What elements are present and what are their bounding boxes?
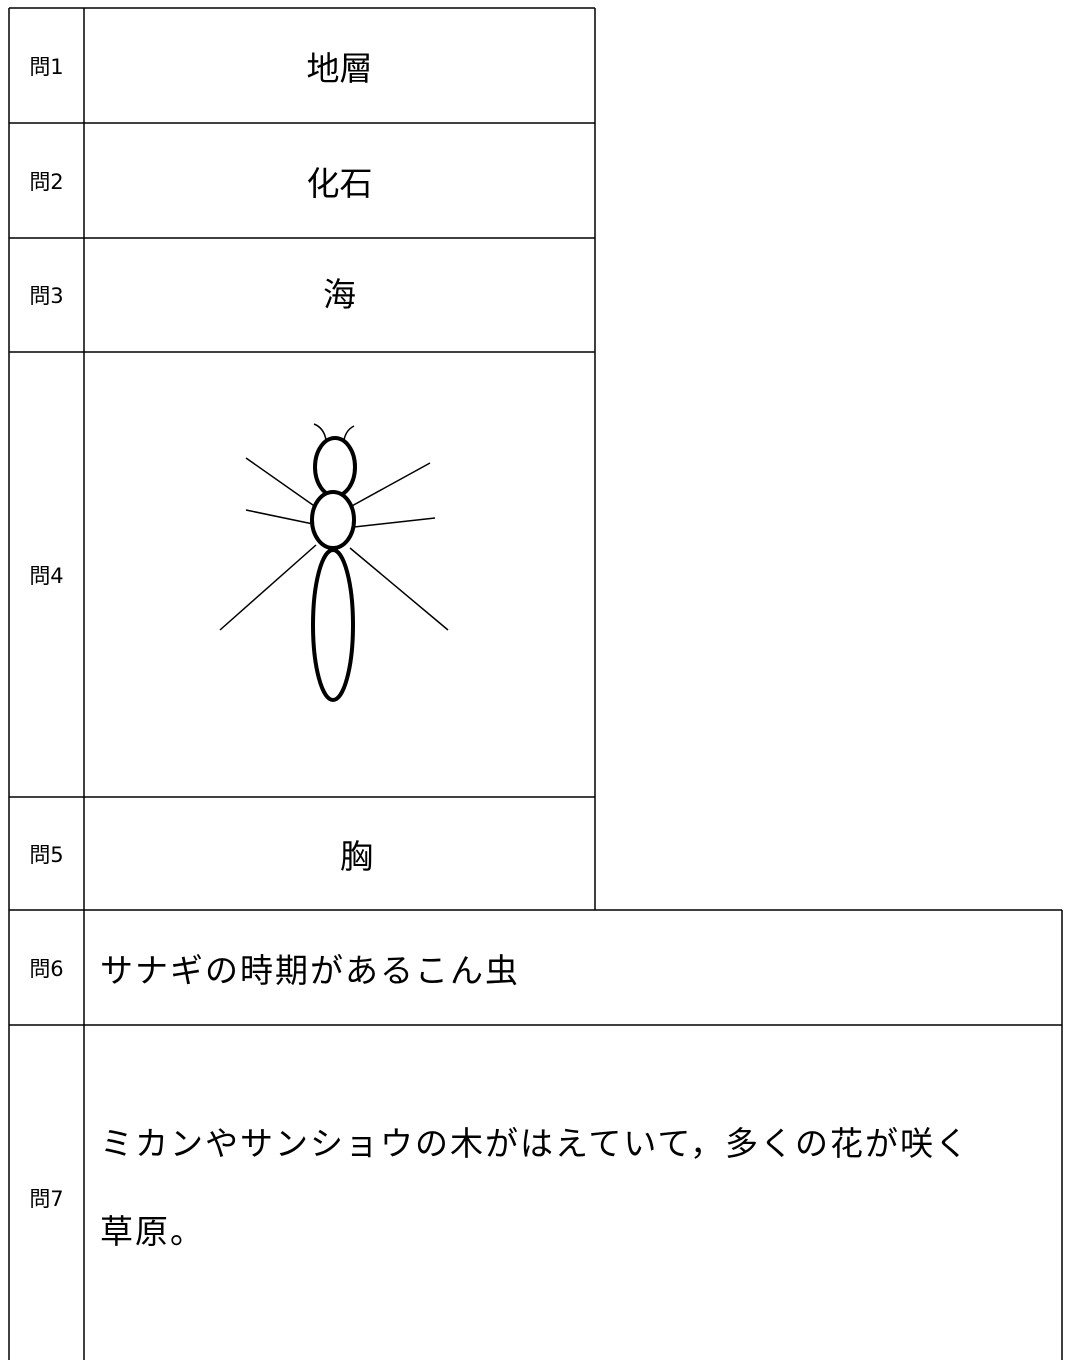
answer: 海 xyxy=(323,275,356,314)
question-label: 問7 xyxy=(29,1186,64,1211)
question-label: 問5 xyxy=(29,842,64,867)
answer-line: 草原。 xyxy=(100,1212,205,1251)
insect-drawing xyxy=(219,423,449,702)
question-label: 問1 xyxy=(29,54,64,79)
question-label: 問3 xyxy=(29,284,64,308)
answer-line: ミカンやサンショウの木がはえていて，多くの花が咲く xyxy=(100,1124,971,1163)
answer: サナギの時期があるこん虫 xyxy=(100,950,520,990)
question-label: 問4 xyxy=(29,563,64,588)
question-label: 問2 xyxy=(29,169,64,194)
question-label: 問6 xyxy=(29,956,64,981)
answer: 地層 xyxy=(306,48,373,88)
answer: 化石 xyxy=(306,163,373,203)
answer: 胸 xyxy=(340,836,373,876)
answer: ミカンやサンショウの木がはえていて，多くの花が咲く 草原。 xyxy=(84,1025,1062,1345)
